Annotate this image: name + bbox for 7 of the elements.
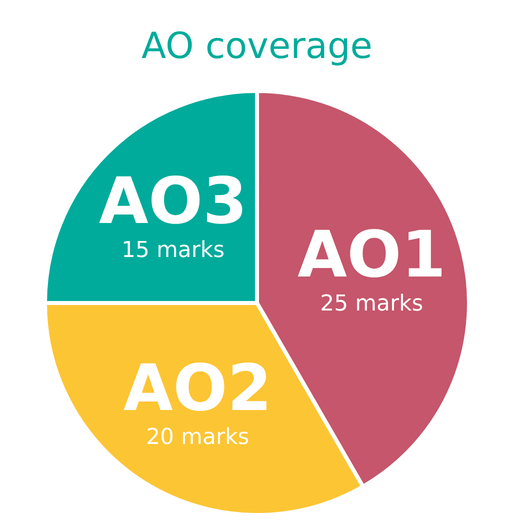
- slice-label: AO3: [98, 165, 248, 240]
- data-label: 15 marks: [121, 238, 225, 264]
- data-label: 20 marks: [146, 424, 250, 450]
- data-label: 25 marks: [320, 291, 424, 316]
- chart-title: AO coverage: [142, 26, 372, 67]
- slice-label: AO1: [297, 218, 446, 292]
- slice-label: AO2: [123, 352, 272, 426]
